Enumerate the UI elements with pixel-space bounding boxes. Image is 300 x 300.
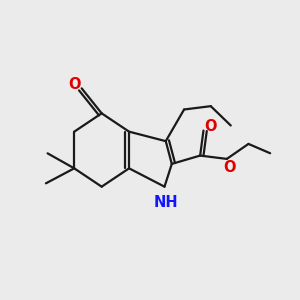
Text: O: O [223,160,236,175]
Text: O: O [205,119,217,134]
Text: O: O [68,77,81,92]
Text: NH: NH [154,195,178,210]
